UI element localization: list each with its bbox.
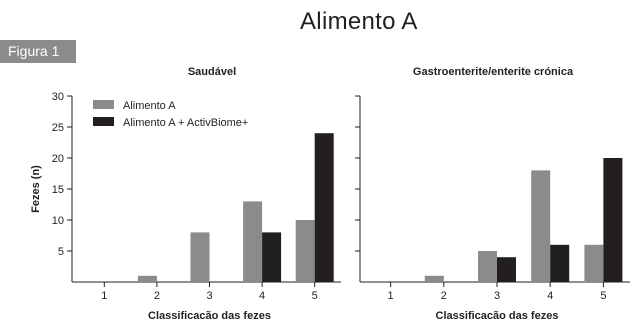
bar-series-b [497, 257, 516, 282]
x-axis-label: Classificacão das fezes [436, 310, 559, 322]
x-tick-label: 4 [259, 290, 265, 302]
bar-series-a [137, 275, 157, 282]
legend-swatch-a [93, 100, 114, 109]
x-tick-label: 5 [312, 290, 318, 302]
bar-series-a [295, 220, 315, 282]
legend-swatch-b [93, 117, 114, 126]
x-tick-label: 1 [388, 290, 394, 302]
figure-label-badge: Figura 1 [0, 40, 76, 63]
bar-series-a [243, 201, 263, 282]
x-tick-label: 3 [206, 290, 212, 302]
y-tick-label: 15 [52, 184, 64, 196]
bar-series-a [190, 232, 210, 282]
bar-series-a [478, 251, 497, 282]
y-tick-label: 20 [52, 153, 64, 165]
bar-series-b [262, 232, 282, 282]
x-axis-label: Classificacão das fezes [148, 310, 271, 322]
y-tick-label: 10 [52, 215, 64, 227]
bar-series-b [550, 244, 570, 282]
x-tick-label: 5 [600, 290, 606, 302]
panel-title: Saudável [188, 66, 236, 78]
bar-series-a [531, 170, 551, 282]
x-tick-label: 2 [154, 290, 160, 302]
y-tick-label: 30 [52, 91, 64, 103]
bar-series-b [603, 158, 623, 282]
x-tick-label: 1 [101, 290, 107, 302]
page-title: Alimento A [300, 8, 418, 35]
y-tick-label: 25 [52, 122, 64, 134]
panel-title: Gastroenterite/enterite crónica [413, 66, 574, 78]
legend-label-b: Alimento A + ActivBiome+ [123, 117, 248, 129]
x-tick-label: 3 [494, 290, 500, 302]
bar-series-a [584, 244, 604, 282]
x-tick-label: 2 [441, 290, 447, 302]
y-tick-label: 5 [58, 246, 64, 258]
y-axis-label: Fezes (n) [30, 165, 42, 213]
bar-series-b [314, 133, 334, 282]
legend-label-a: Alimento A [123, 100, 176, 112]
x-tick-label: 4 [547, 290, 553, 302]
bar-series-a [424, 275, 444, 282]
